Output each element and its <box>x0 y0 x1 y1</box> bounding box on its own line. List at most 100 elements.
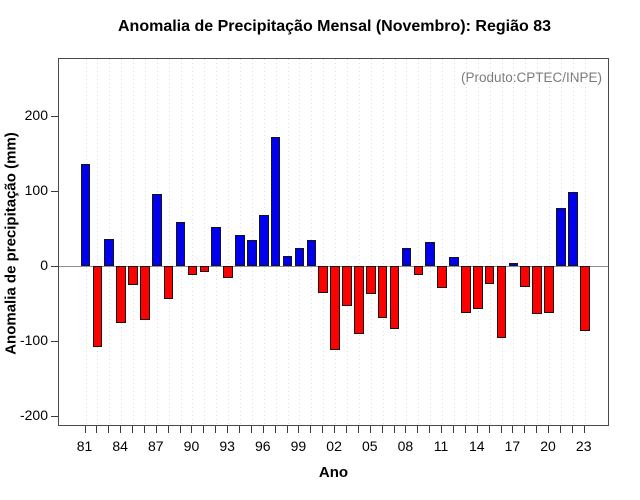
bar-1994 <box>235 234 245 266</box>
x-tick-label-1990: 90 <box>183 438 200 454</box>
x-tick-2009 <box>417 426 419 433</box>
gridline-1998 <box>287 59 289 425</box>
x-tick-2015 <box>488 426 490 433</box>
bar-2013 <box>461 265 471 313</box>
x-tick-1982 <box>96 426 98 433</box>
bar-1983 <box>104 239 115 266</box>
x-tick-2023 <box>583 426 585 433</box>
bar-2012 <box>449 257 459 266</box>
bar-1996 <box>258 215 269 266</box>
x-tick-2004 <box>357 426 359 433</box>
x-tick-2014 <box>476 426 478 433</box>
bar-2022 <box>568 192 578 266</box>
x-tick-2010 <box>429 426 431 433</box>
bar-1984 <box>116 265 126 323</box>
gridline-2017 <box>513 59 515 425</box>
gridline-2013 <box>465 59 467 425</box>
x-tick-2016 <box>500 426 502 433</box>
gridline-1985 <box>133 59 135 425</box>
bar-1997 <box>270 136 281 266</box>
gridline-2020 <box>549 59 551 425</box>
gridline-2001 <box>323 59 325 425</box>
x-tick-2000 <box>310 426 312 433</box>
x-tick-1992 <box>215 426 217 433</box>
gridline-2019 <box>537 59 539 425</box>
bar-2021 <box>556 207 566 266</box>
x-tick-2006 <box>381 426 383 433</box>
y-tick-label--200: -200 <box>19 406 48 423</box>
bar-2004 <box>354 265 364 334</box>
bar-2005 <box>365 265 376 294</box>
gridline-2006 <box>382 59 384 425</box>
bar-1999 <box>294 247 305 266</box>
x-tick-1988 <box>167 426 169 433</box>
y-axis-label: Anomalia de precipitação (mm) <box>2 132 20 355</box>
x-tick-label-2023: 23 <box>575 438 592 454</box>
gridline-2009 <box>418 59 420 425</box>
x-tick-1993 <box>227 426 229 433</box>
y-tick-100 <box>51 190 58 192</box>
gridline-2004 <box>358 59 360 425</box>
chart-title: Anomalia de Precipitação Mensal (Novembr… <box>117 18 551 35</box>
x-tick-1998 <box>286 426 288 433</box>
gridline-2018 <box>525 59 527 425</box>
x-tick-1999 <box>298 426 300 433</box>
x-tick-label-1999: 99 <box>290 438 307 454</box>
x-tick-2013 <box>464 426 466 433</box>
x-tick-2008 <box>405 426 407 433</box>
bar-2018 <box>520 265 531 288</box>
y-tick--100 <box>51 340 58 342</box>
x-tick-2012 <box>452 426 454 433</box>
x-tick-label-1981: 81 <box>76 438 93 454</box>
gridline-2005 <box>370 59 372 425</box>
gridline-2003 <box>346 59 348 425</box>
x-tick-label-1987: 87 <box>148 438 164 454</box>
x-tick-1983 <box>108 426 110 433</box>
bar-2015 <box>484 265 495 284</box>
y-tick-0 <box>51 265 58 267</box>
bar-1998 <box>282 255 293 266</box>
gridline-2007 <box>394 59 396 425</box>
gridline-2015 <box>489 59 491 425</box>
bar-1988 <box>163 265 174 299</box>
bar-1992 <box>211 227 222 266</box>
bar-2001 <box>318 265 328 293</box>
x-tick-label-2017: 17 <box>504 438 521 454</box>
y-tick--200 <box>51 415 58 417</box>
x-tick-label-2008: 08 <box>397 438 414 454</box>
x-tick-1987 <box>155 426 157 433</box>
bar-1987 <box>152 193 162 266</box>
bar-1990 <box>187 265 198 275</box>
gridline-1993 <box>228 59 230 425</box>
y-tick-label-200: 200 <box>24 106 48 123</box>
gridline-2012 <box>453 59 455 425</box>
x-tick-2019 <box>536 426 538 433</box>
x-tick-1990 <box>191 426 193 433</box>
x-tick-label-1993: 93 <box>219 438 235 454</box>
x-tick-1997 <box>274 426 276 433</box>
x-tick-2002 <box>334 426 336 433</box>
x-tick-label-2020: 20 <box>540 438 556 454</box>
bar-2010 <box>425 241 435 266</box>
bar-1982 <box>92 265 103 347</box>
x-tick-2022 <box>571 426 573 433</box>
gridline-1986 <box>144 59 146 425</box>
bar-1985 <box>128 265 138 285</box>
gridline-1999 <box>299 59 301 425</box>
x-tick-1985 <box>132 426 134 433</box>
bar-2000 <box>306 240 317 266</box>
x-tick-label-2011: 11 <box>433 438 449 454</box>
bar-1993 <box>223 265 233 279</box>
bar-2009 <box>413 265 424 276</box>
y-tick-label-100: 100 <box>24 181 48 198</box>
bar-2023 <box>579 265 590 331</box>
bar-2016 <box>496 265 507 339</box>
bar-1991 <box>199 265 210 273</box>
bar-1995 <box>247 240 257 266</box>
x-tick-1984 <box>120 426 122 433</box>
x-tick-2005 <box>369 426 371 433</box>
x-tick-label-2014: 14 <box>468 438 485 454</box>
bar-2017 <box>508 263 519 266</box>
gridline-2011 <box>442 59 444 425</box>
